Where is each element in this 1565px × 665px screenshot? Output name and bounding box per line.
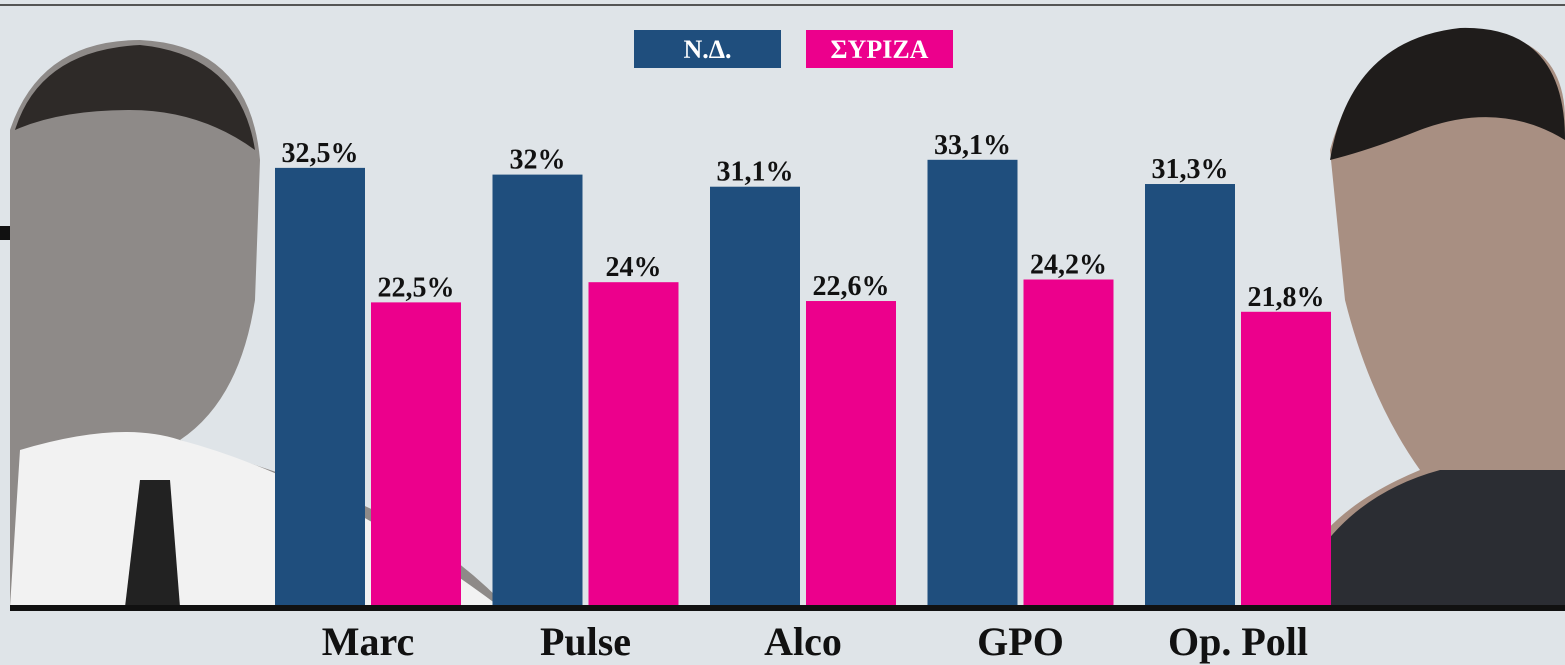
bar	[1024, 280, 1114, 605]
legend-label: ΣΥΡΙΖΑ	[831, 35, 929, 64]
legend-label: Ν.Δ.	[683, 35, 731, 64]
bar	[589, 282, 679, 605]
category-label: Op. Poll	[1168, 619, 1308, 664]
category-label: GPO	[977, 619, 1064, 664]
value-label: 32%	[510, 145, 566, 176]
value-label: 21,8%	[1248, 282, 1325, 313]
category-label: Pulse	[540, 619, 631, 664]
category-label: Marc	[322, 619, 415, 664]
bar	[493, 175, 583, 605]
bar	[710, 187, 800, 605]
value-label: 22,6%	[813, 271, 890, 302]
bar	[806, 301, 896, 605]
value-label: 31,3%	[1152, 154, 1229, 185]
bar	[928, 160, 1018, 605]
category-label: Alco	[764, 619, 842, 664]
value-label: 24%	[606, 252, 662, 283]
chart: Ν.Δ. ΣΥΡΙΖΑ 32,5% 22,5% Marc 32% 24% Pulse 31,1…	[0, 0, 1565, 665]
value-label: 24,2%	[1030, 250, 1107, 281]
value-label: 33,1%	[934, 130, 1011, 161]
value-label: 31,1%	[717, 157, 794, 188]
bar	[1241, 312, 1331, 605]
bar	[275, 168, 365, 605]
value-label: 22,5%	[378, 272, 455, 303]
value-label: 32,5%	[282, 138, 359, 169]
bar	[1145, 184, 1235, 605]
bar	[371, 302, 461, 605]
